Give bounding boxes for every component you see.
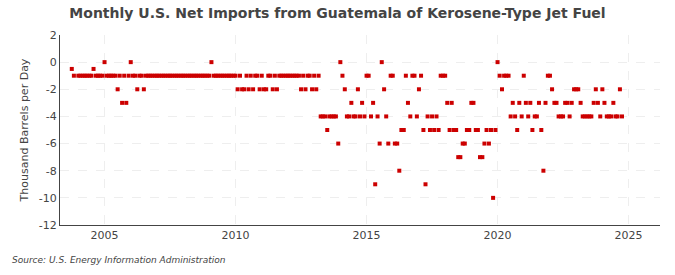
svg-text:2020: 2020	[484, 229, 512, 242]
svg-text:Thousand Barrels per Day: Thousand Barrels per Day	[18, 58, 31, 202]
svg-text:2: 2	[50, 29, 57, 42]
svg-text:-10: -10	[39, 192, 57, 205]
svg-text:0: 0	[50, 56, 57, 69]
svg-text:-2: -2	[46, 83, 57, 96]
svg-text:-4: -4	[46, 110, 57, 123]
svg-text:2010: 2010	[222, 229, 250, 242]
svg-text:Monthly U.S. Net Imports from: Monthly U.S. Net Imports from Guatemala …	[69, 5, 605, 21]
svg-text:-8: -8	[46, 165, 57, 178]
svg-text:2015: 2015	[353, 229, 381, 242]
svg-text:Source: U.S. Energy Informatio: Source: U.S. Energy Information Administ…	[12, 255, 226, 265]
svg-text:2005: 2005	[91, 229, 119, 242]
svg-text:2025: 2025	[615, 229, 643, 242]
svg-text:-12: -12	[39, 219, 57, 232]
svg-text:-6: -6	[46, 137, 57, 150]
